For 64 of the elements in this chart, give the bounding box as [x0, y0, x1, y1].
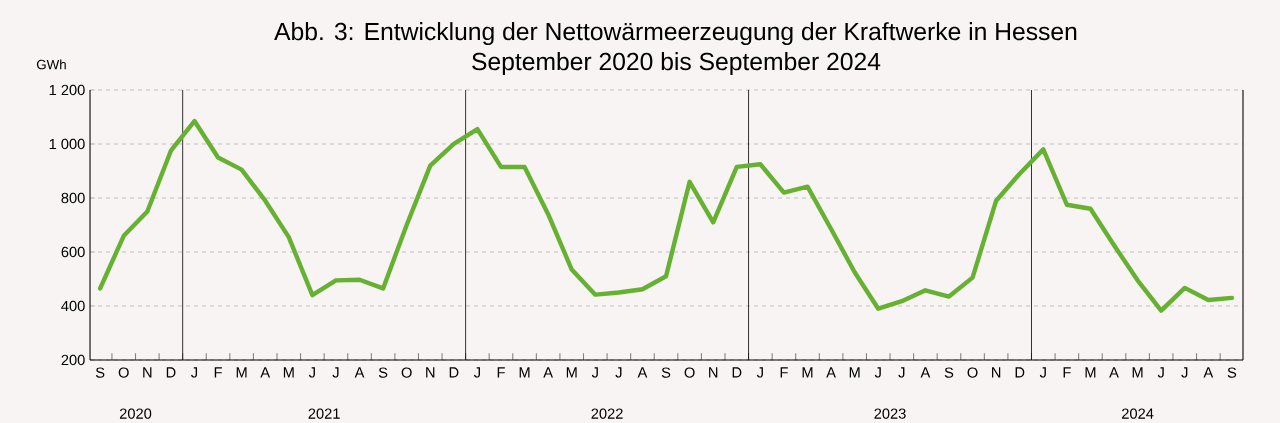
chart-subtitle: September 2020 bis September 2024	[472, 52, 881, 75]
x-tick-label: S	[378, 367, 388, 378]
x-tick-label: O	[118, 367, 129, 378]
x-tick-label: J	[615, 367, 622, 378]
x-tick-label: J	[191, 367, 198, 378]
x-tick-label: M	[283, 367, 294, 378]
y-tick-label: 1 200	[49, 84, 85, 96]
x-tick-label: M	[566, 367, 577, 378]
x-tick-label: N	[143, 367, 152, 378]
y-tick-label: 1 000	[49, 138, 85, 150]
x-tick-label: S	[1227, 367, 1237, 378]
x-tick-label: M	[236, 367, 247, 378]
x-tick-label: M	[1085, 367, 1096, 378]
text: 2020	[119, 408, 152, 419]
y-axis-title: GWh	[36, 59, 66, 70]
text: 2022	[591, 408, 623, 419]
x-tick-label: S	[944, 367, 954, 378]
x-tick-label: S	[661, 367, 671, 378]
x-tick-label: D	[449, 367, 459, 378]
x-tick-label: J	[756, 367, 763, 378]
x-tick-label: M	[519, 367, 530, 378]
chart-title: Abb. 3: Entwicklung der Nettowärmeerzeugung der Kraftwerke in Hessen	[274, 22, 1077, 45]
x-tick-label: J	[473, 367, 480, 378]
x-tick-label: O	[401, 367, 412, 378]
x-tick-label: F	[780, 367, 788, 378]
x-tick-label: J	[874, 367, 881, 378]
x-tick-label: A	[543, 367, 553, 378]
x-tick-label: F	[1063, 367, 1071, 378]
x-tick-label: F	[214, 367, 222, 378]
x-tick-label: A	[354, 367, 365, 378]
x-tick-label: M	[1132, 367, 1143, 378]
x-tick-label: F	[497, 367, 505, 378]
x-tick-label: D	[732, 367, 742, 378]
x-tick-label: J	[1157, 367, 1164, 378]
y-tick-label: 600	[61, 246, 85, 258]
x-tick-label: D	[166, 367, 176, 378]
x-tick-label: A	[260, 367, 271, 378]
x-tick-label: A	[826, 367, 836, 378]
x-tick-label: A	[920, 367, 931, 378]
x-tick-label: O	[967, 367, 978, 378]
y-tick-label: 800	[61, 192, 85, 204]
text: 2024	[1122, 408, 1154, 419]
x-tick-label: A	[637, 367, 648, 378]
x-tick-label: A	[1109, 367, 1119, 378]
x-tick-label: M	[802, 367, 813, 378]
x-tick-label: N	[709, 367, 718, 378]
text: 2023	[874, 408, 906, 419]
x-tick-label: J	[898, 367, 905, 378]
x-tick-label: J	[1181, 367, 1188, 378]
x-tick-label: J	[1039, 367, 1046, 378]
x-tick-label: D	[1015, 367, 1025, 378]
x-tick-label: J	[308, 367, 315, 378]
x-tick-label: A	[1203, 367, 1214, 378]
x-tick-label: N	[426, 367, 435, 378]
line-series	[97, 118, 1235, 313]
x-tick-label: N	[992, 367, 1001, 378]
y-tick-label: 400	[61, 300, 85, 312]
x-tick-label: O	[684, 367, 695, 378]
y-tick-label: 200	[61, 354, 85, 366]
text: 2021	[308, 408, 340, 419]
x-tick-label: M	[849, 367, 860, 378]
x-tick-label: J	[332, 367, 339, 378]
x-tick-label: S	[95, 367, 105, 378]
x-tick-label: J	[591, 367, 598, 378]
